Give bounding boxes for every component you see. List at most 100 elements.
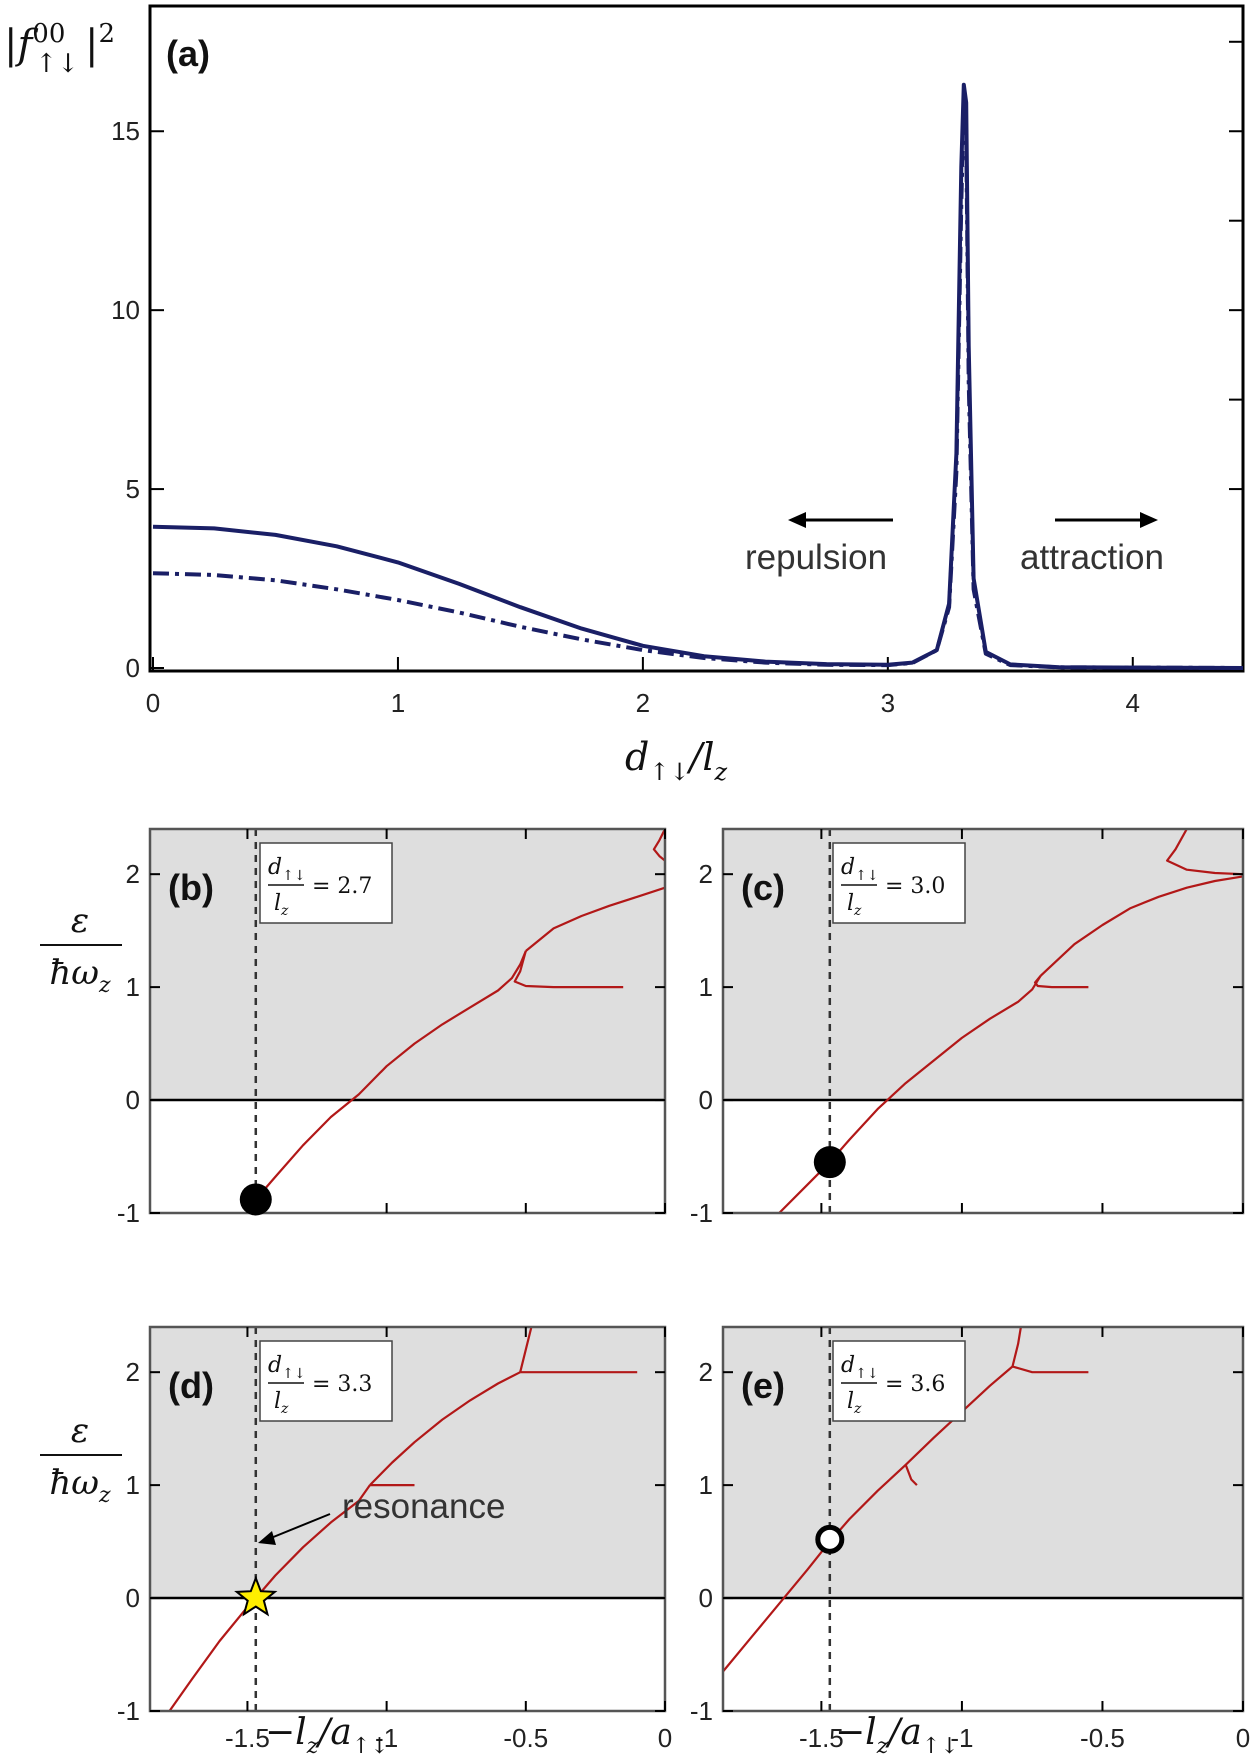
energy-branch bbox=[519, 1327, 533, 1373]
energy-branch bbox=[168, 1484, 371, 1711]
panel-e-label: (e) bbox=[741, 1365, 785, 1406]
energy-branch bbox=[1165, 829, 1243, 876]
xtick-label: 0 bbox=[658, 1723, 672, 1753]
panel-a-xtick-label: 4 bbox=[1126, 688, 1140, 718]
panel-a-xtick-label: 1 bbox=[391, 688, 405, 718]
ytick-label: -1 bbox=[117, 1696, 140, 1726]
svg-text:ħωz: ħωz bbox=[49, 1463, 111, 1508]
panel-a-curves bbox=[152, 82, 1244, 670]
continuum-shading bbox=[150, 1327, 665, 1599]
parameter-box-numerator: d↑↓ bbox=[268, 855, 306, 884]
panel-a-xtick-label: 2 bbox=[636, 688, 650, 718]
energy-branch bbox=[1012, 1365, 1089, 1374]
panel-d-curves bbox=[168, 1327, 638, 1711]
continuum-shading bbox=[723, 1327, 1243, 1599]
ytick-label: 2 bbox=[699, 859, 713, 889]
svg-text:ε: ε bbox=[71, 1411, 89, 1451]
repulsion-label: repulsion bbox=[745, 538, 887, 577]
panel-e-curves bbox=[723, 1327, 1089, 1673]
parameter-box bbox=[832, 1340, 966, 1422]
repulsion-annotation: repulsion bbox=[745, 512, 893, 577]
panel-a-ytick-label: 0 bbox=[126, 653, 140, 683]
resonance-label: resonance bbox=[342, 1487, 505, 1526]
energy-branch bbox=[1033, 975, 1089, 989]
panel-d-label: (d) bbox=[168, 1365, 214, 1406]
panel-a-frame bbox=[148, 4, 1245, 673]
xtick-label: -1.5 bbox=[225, 1723, 270, 1753]
ytick-label: 1 bbox=[699, 972, 713, 1002]
xtick-label: 0 bbox=[1236, 1723, 1250, 1753]
parameter-box bbox=[259, 1340, 393, 1422]
ytick-label: 2 bbox=[699, 1357, 713, 1387]
panel-e-xlabel: −lz/a↑↓ bbox=[835, 1712, 959, 1759]
bound-state-marker bbox=[239, 1183, 272, 1216]
repulsion-arrowhead bbox=[788, 512, 806, 528]
parameter-box-value: = 3.0 bbox=[885, 874, 945, 899]
ytick-label: -1 bbox=[117, 1198, 140, 1228]
panel-a-xlabel: d↑↓/lz bbox=[625, 735, 728, 786]
panel-a-ytick-label: 5 bbox=[126, 474, 140, 504]
panel-c-label: (c) bbox=[741, 867, 785, 908]
panel-d-xlabel: −lz/a↑↓ bbox=[265, 1712, 389, 1759]
series-solid-line bbox=[152, 82, 1244, 670]
xtick-label: -1.5 bbox=[799, 1723, 844, 1753]
panel-a-ytick-label: 15 bbox=[111, 116, 140, 146]
ytick-label: -1 bbox=[690, 1696, 713, 1726]
resonance-star-marker bbox=[234, 1575, 278, 1617]
panel-b-curves bbox=[254, 829, 665, 1201]
panel-a-xtick-label: 3 bbox=[881, 688, 895, 718]
panel-b-frame bbox=[148, 827, 667, 1215]
panel-d-frame bbox=[148, 1325, 667, 1713]
ytick-label: 2 bbox=[126, 1357, 140, 1387]
continuum-shading bbox=[723, 829, 1243, 1101]
attraction-annotation: attraction bbox=[1020, 512, 1164, 577]
ytick-label: 0 bbox=[126, 1583, 140, 1613]
xtick-label: -0.5 bbox=[1080, 1723, 1125, 1753]
panel-a-ylabel: |f00 ↑↓ |2 bbox=[4, 19, 115, 79]
y-label-row-1: ε ħωz bbox=[40, 901, 122, 998]
panel-a: 0 1 2 3 4 0 5 10 15 (a) |f00 ↑↓ |2 d↑↓/lz repulsio… bbox=[4, 4, 1245, 786]
attraction-arrowhead bbox=[1140, 512, 1158, 528]
quasi-bound-marker bbox=[815, 1524, 845, 1554]
energy-branch bbox=[723, 1365, 1014, 1673]
panel-a-ytick-label: 10 bbox=[111, 295, 140, 325]
panel-a-xtick-label: 0 bbox=[146, 688, 160, 718]
svg-text:ε: ε bbox=[71, 901, 89, 941]
energy-branch bbox=[254, 950, 527, 1201]
ytick-label: 1 bbox=[126, 1470, 140, 1500]
panel-c-frame bbox=[721, 827, 1245, 1215]
energy-branch bbox=[525, 886, 665, 952]
resonance-annotation: resonance bbox=[258, 1487, 505, 1545]
energy-branch bbox=[1011, 1327, 1022, 1367]
resonance-arrowhead bbox=[258, 1531, 276, 1545]
ytick-label: 1 bbox=[126, 972, 140, 1002]
parameter-box-value: = 3.6 bbox=[885, 1372, 945, 1397]
panel-b-label: (b) bbox=[168, 867, 214, 908]
energy-branch bbox=[1039, 875, 1243, 977]
parameter-box bbox=[832, 842, 966, 924]
panel-a-label: (a) bbox=[166, 33, 210, 74]
energy-branch bbox=[513, 950, 624, 989]
xtick-label: -1 bbox=[375, 1723, 398, 1753]
ytick-label: 1 bbox=[699, 1470, 713, 1500]
panel-a-ticks: 0 1 2 3 4 0 5 10 15 bbox=[111, 40, 1243, 718]
xtick-label: -0.5 bbox=[503, 1723, 548, 1753]
series-dashdot-line bbox=[152, 100, 1244, 670]
energy-branch bbox=[904, 1464, 918, 1486]
parameter-box-value: = 2.7 bbox=[312, 874, 372, 899]
continuum-shading bbox=[150, 829, 665, 1101]
xtick-label: -1 bbox=[950, 1723, 973, 1753]
y-label-row-2: ε ħωz bbox=[40, 1411, 122, 1508]
bound-state-marker bbox=[813, 1146, 846, 1179]
parameter-box-value: = 3.3 bbox=[312, 1372, 372, 1397]
parameter-box bbox=[259, 842, 393, 924]
ytick-label: 2 bbox=[126, 859, 140, 889]
panel-e-frame bbox=[721, 1325, 1245, 1713]
energy-branch bbox=[652, 829, 665, 862]
attraction-label: attraction bbox=[1020, 538, 1164, 577]
